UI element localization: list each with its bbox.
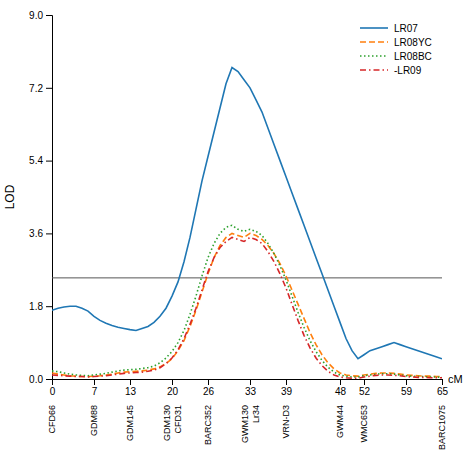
tick: 7 — [92, 379, 98, 397]
chart: 0 7 13 20 26 33 39 48 52 59 65 0.0 1.8 3.6 5.4 7.2 9.0 LO… — [0, 0, 474, 474]
tick-mark — [208, 379, 209, 385]
tick-label: 0 — [50, 386, 56, 397]
legend-label: LR08BC — [394, 51, 432, 62]
tick-label: 52 — [359, 386, 371, 397]
tick-mark — [442, 379, 443, 385]
tick-mark — [340, 379, 341, 385]
tick-mark — [46, 306, 52, 307]
marker-label: Lr34 — [251, 405, 261, 423]
tick-label: 59 — [401, 386, 413, 397]
tick-label: 7.2 — [29, 83, 43, 94]
tick-label: 48 — [335, 386, 347, 397]
tick-mark — [172, 379, 173, 385]
marker-label: GDM88 — [89, 405, 99, 436]
tick: 52 — [359, 379, 371, 397]
series-line — [52, 68, 442, 359]
tick-label: 0.0 — [29, 374, 43, 385]
tick: 48 — [335, 379, 347, 397]
tick-label: 9.0 — [29, 10, 43, 21]
axis-line — [46, 16, 53, 380]
marker-label: GDM145 — [125, 405, 135, 441]
marker-label: GDM130 — [162, 405, 172, 441]
tick-mark — [94, 379, 95, 385]
tick-label: 39 — [281, 386, 293, 397]
tick: 13 — [125, 379, 137, 397]
data — [52, 68, 442, 379]
tick: 20 — [167, 379, 179, 397]
annotations: CFD66 GDM88 GDM145 GDM130CFD31 BARC352 GWM130… — [47, 405, 447, 450]
y-axis-label: LOD — [3, 184, 17, 209]
tick-label: 5.4 — [29, 155, 43, 166]
tick-label: 65 — [437, 386, 449, 397]
tick: 65 — [437, 379, 449, 397]
tick: 3.6 — [29, 228, 52, 239]
legend-entry: -LR09 — [360, 65, 422, 76]
marker-label: GWM44 — [335, 405, 345, 438]
legend-label: LR08YC — [394, 37, 432, 48]
marker-label: BARC1075 — [437, 405, 447, 450]
legend-entry: LR08BC — [360, 51, 432, 62]
marker-label: CFD66 — [47, 405, 57, 434]
tick-mark — [46, 161, 52, 162]
x-axis: 0 7 13 20 26 33 39 48 52 59 65 — [50, 379, 449, 397]
tick-mark — [130, 379, 131, 385]
plot: 0 7 13 20 26 33 39 48 52 59 65 0.0 1.8 3.6 5.4 7.2 9.0 LO… — [3, 10, 463, 450]
tick-label: 13 — [125, 386, 137, 397]
marker-label: BARC352 — [203, 405, 213, 445]
tick-mark — [364, 379, 365, 385]
tick: 26 — [203, 379, 215, 397]
tick-mark — [46, 15, 52, 16]
legend-label: LR07 — [394, 23, 418, 34]
series-line — [52, 225, 442, 377]
marker-label: GWM130 — [240, 405, 250, 443]
legend-swatch — [360, 27, 388, 29]
tick-label: 1.8 — [29, 301, 43, 312]
marker-label: CFD31 — [173, 405, 183, 434]
legend: LR07 LR08YC LR08BC -LR09 — [360, 23, 432, 76]
legend-entry: LR07 — [360, 23, 418, 34]
legend-entry: LR08YC — [360, 37, 432, 48]
tick: 33 — [245, 379, 257, 397]
tick: 9.0 — [29, 10, 52, 21]
tick: 39 — [281, 379, 293, 397]
legend-swatch — [360, 55, 388, 57]
axis-line — [53, 380, 443, 386]
tick-label: 3.6 — [29, 228, 43, 239]
tick: 0 — [50, 379, 56, 397]
tick: 5.4 — [29, 155, 52, 166]
tick: 0.0 — [29, 374, 52, 385]
tick: 59 — [401, 379, 413, 397]
legend-swatch — [360, 69, 388, 71]
legend-label: -LR09 — [394, 65, 422, 76]
tick-mark — [286, 379, 287, 385]
tick-label: 26 — [203, 386, 215, 397]
x-axis-label: cM — [448, 373, 463, 385]
tick: 7.2 — [29, 83, 52, 94]
marker-label: VRN-D3 — [281, 405, 291, 439]
legend-swatch — [360, 41, 388, 43]
tick-mark — [250, 379, 251, 385]
marker-label: WMC653 — [359, 405, 369, 443]
tick-mark — [46, 233, 52, 234]
y-axis: 0.0 1.8 3.6 5.4 7.2 9.0 — [29, 10, 52, 385]
tick-mark — [406, 379, 407, 385]
threshold-line — [52, 277, 442, 278]
series-line — [52, 237, 442, 378]
tick-label: 7 — [92, 386, 98, 397]
tick-mark — [46, 379, 52, 380]
tick: 1.8 — [29, 301, 52, 312]
tick-mark — [46, 88, 52, 89]
tick-label: 33 — [245, 386, 257, 397]
series-line — [52, 233, 442, 376]
tick-label: 20 — [167, 386, 179, 397]
